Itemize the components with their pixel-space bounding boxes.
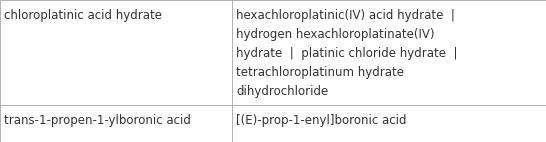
Text: trans-1-propen-1-ylboronic acid: trans-1-propen-1-ylboronic acid [4,114,191,127]
Text: hydrogen hexachloroplatinate(IV): hydrogen hexachloroplatinate(IV) [236,28,435,41]
Text: tetrachloroplatinum hydrate: tetrachloroplatinum hydrate [236,66,405,79]
Text: dihydrochloride: dihydrochloride [236,85,329,98]
Text: hexachloroplatinic(IV) acid hydrate  |: hexachloroplatinic(IV) acid hydrate | [236,9,455,22]
Text: [(E)-prop-1-enyl]boronic acid: [(E)-prop-1-enyl]boronic acid [236,114,407,127]
Text: chloroplatinic acid hydrate: chloroplatinic acid hydrate [4,9,162,22]
Text: hydrate  |  platinic chloride hydrate  |: hydrate | platinic chloride hydrate | [236,47,458,60]
